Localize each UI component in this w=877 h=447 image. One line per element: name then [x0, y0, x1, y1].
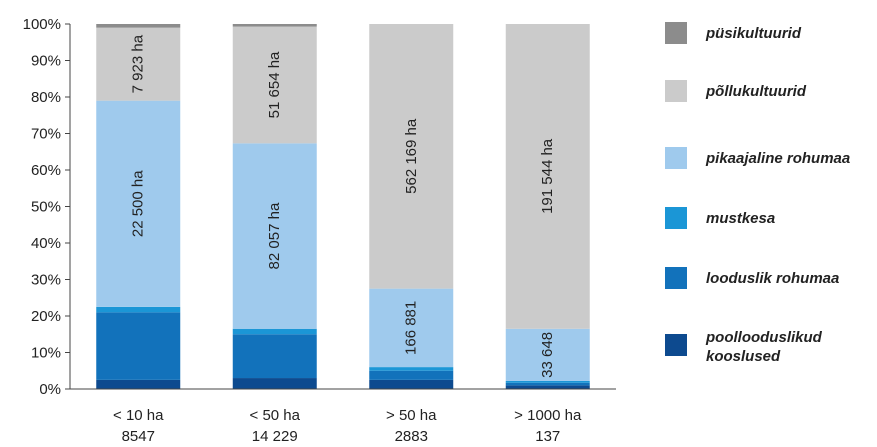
data-label: 166 881 — [403, 301, 420, 355]
legend-swatch-pikaajaline-rohumaa — [665, 147, 687, 169]
bars — [96, 24, 590, 389]
bar-segment-poollooduslikud-kooslused — [369, 379, 454, 389]
y-tick-label: 30% — [31, 272, 61, 289]
data-label: 22 500 ha — [130, 170, 147, 237]
legend-label: looduslik rohumaa — [706, 270, 839, 287]
bar-segment-looduslik-rohumaa — [96, 312, 181, 380]
bar-segment-pikaajaline-rohumaa — [232, 143, 317, 329]
y-tick-label: 80% — [31, 89, 61, 106]
x-category-label: > 1000 ha — [514, 407, 582, 424]
x-category-label: < 50 ha — [250, 407, 301, 424]
bar-segment-looduslik-rohumaa — [232, 334, 317, 379]
legend-swatch-poollooduslikud-kooslused — [665, 334, 687, 356]
y-tick-label: 10% — [31, 345, 61, 362]
legend-label: poollooduslikud — [705, 329, 823, 346]
bar-segment-poollooduslikud-kooslused — [96, 379, 181, 389]
y-tick-label: 50% — [31, 199, 61, 216]
legend: püsikultuurid põllukultuurid pikaajaline r… — [665, 22, 850, 365]
legend-label: mustkesa — [706, 210, 775, 227]
y-axis: 0% 10% 20% 30% 40% 50% 60% 70% 80% 90% 100% — [23, 16, 71, 398]
bar-segment-pikaajaline-rohumaa — [505, 328, 590, 381]
legend-swatch-pollukultuurid — [665, 80, 687, 102]
y-tick-label: 60% — [31, 162, 61, 179]
bar-segment-looduslik-rohumaa — [505, 382, 590, 386]
bar-segment-poollooduslikud-kooslused — [232, 378, 317, 389]
x-category-count: 2883 — [395, 428, 428, 445]
legend-swatch-pusikultuurid — [665, 22, 687, 44]
data-label: 82 057 ha — [266, 202, 283, 269]
legend-label: põllukultuurid — [705, 83, 807, 100]
data-label: 33 648 — [539, 332, 556, 378]
y-tick-label: 0% — [39, 381, 61, 398]
y-tick-label: 20% — [31, 308, 61, 325]
data-label: 7 923 ha — [130, 34, 147, 93]
data-label: 191 544 ha — [539, 138, 556, 214]
y-tick-label: 70% — [31, 126, 61, 143]
bar-segment-pollukultuurid — [369, 24, 454, 289]
bar-segment-mustkesa — [369, 367, 454, 371]
data-labels: 7 923 ha 22 500 ha 51 654 ha 82 057 ha 562 1… — [130, 34, 557, 378]
bar-segment-mustkesa — [232, 328, 317, 335]
bar-segment-pollukultuurid — [505, 24, 590, 329]
legend-label: pikaajaline rohumaa — [705, 150, 850, 167]
bar-segment-looduslik-rohumaa — [369, 370, 454, 380]
legend-label: püsikultuurid — [705, 25, 802, 42]
x-category-count: 137 — [535, 428, 560, 445]
bar-segment-poollooduslikud-kooslused — [505, 385, 590, 389]
x-category-count: 8547 — [122, 428, 155, 445]
data-label: 562 169 ha — [403, 118, 420, 194]
bar-segment-pikaajaline-rohumaa — [369, 288, 454, 368]
bar-segment-mustkesa — [96, 306, 181, 313]
data-label: 51 654 ha — [266, 51, 283, 118]
legend-swatch-looduslik-rohumaa — [665, 267, 687, 289]
x-axis: < 10 ha 8547 < 50 ha 14 229 > 50 ha 2883 > 100… — [70, 388, 616, 445]
x-category-label: < 10 ha — [113, 407, 164, 424]
y-tick-label: 40% — [31, 235, 61, 252]
legend-label-cont: kooslused — [706, 348, 781, 365]
bar-segment-pikaajaline-rohumaa — [96, 100, 181, 307]
x-category-count: 14 229 — [252, 428, 298, 445]
bar-segment-pollukultuurid — [232, 26, 317, 144]
legend-swatch-mustkesa — [665, 207, 687, 229]
y-tick-label: 100% — [23, 16, 61, 33]
bar-segment-pusikultuurid — [96, 24, 181, 28]
bar-segment-mustkesa — [505, 380, 590, 383]
bar-segment-pollukultuurid — [96, 27, 181, 101]
y-tick-label: 90% — [31, 53, 61, 70]
x-category-label: > 50 ha — [386, 407, 437, 424]
bar-segment-pusikultuurid — [232, 24, 317, 27]
